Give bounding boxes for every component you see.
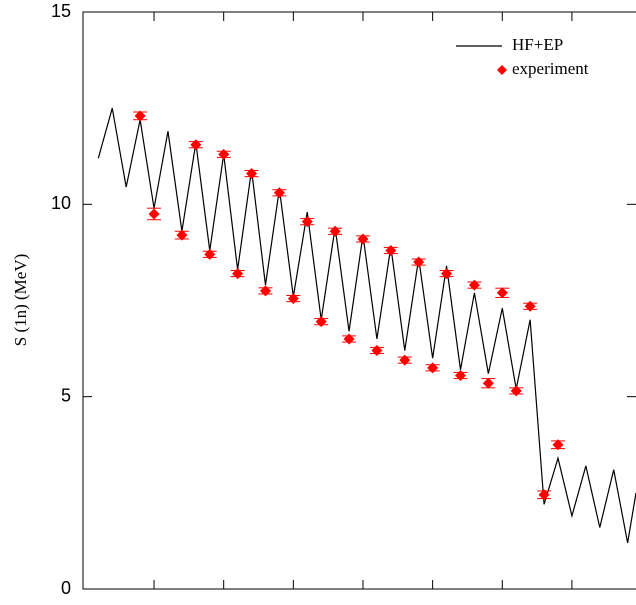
data-point [552,439,564,451]
data-point [399,354,411,366]
data-point [329,225,341,237]
data-point [454,370,466,382]
plot-frame [82,11,636,590]
data-point [427,362,439,374]
data-point [538,489,550,501]
data-point [413,256,425,268]
data-point [496,287,508,299]
data-point [259,285,271,297]
data-point [441,268,453,280]
legend-label: experiment [512,59,589,78]
legend-marker [497,65,507,75]
data-point [148,208,160,220]
data-point [134,110,146,122]
data-point [204,248,216,260]
line [97,108,636,543]
data-point [246,168,258,180]
data-point [482,377,494,389]
data-point [371,345,383,357]
data-point [232,268,244,280]
data-point [301,216,313,228]
y-tick-label: 5 [61,385,71,405]
y-tick-label: 10 [51,193,71,213]
y-tick-label: 15 [51,1,71,21]
data-point [343,333,355,345]
y-axis-label: S (1n) (MeV) [11,254,30,347]
data-point [287,293,299,305]
data-point [273,187,285,199]
data-point [468,279,480,291]
data-point [385,244,397,256]
data-point [315,316,327,328]
data-point [176,229,188,241]
data-point [524,300,536,312]
data-point [357,233,369,245]
plot-area [97,108,636,543]
data-point [510,385,522,397]
y-tick-label: 0 [61,578,71,598]
data-point [218,148,230,160]
legend-label: HF+EP [512,35,563,54]
data-point [190,139,202,151]
